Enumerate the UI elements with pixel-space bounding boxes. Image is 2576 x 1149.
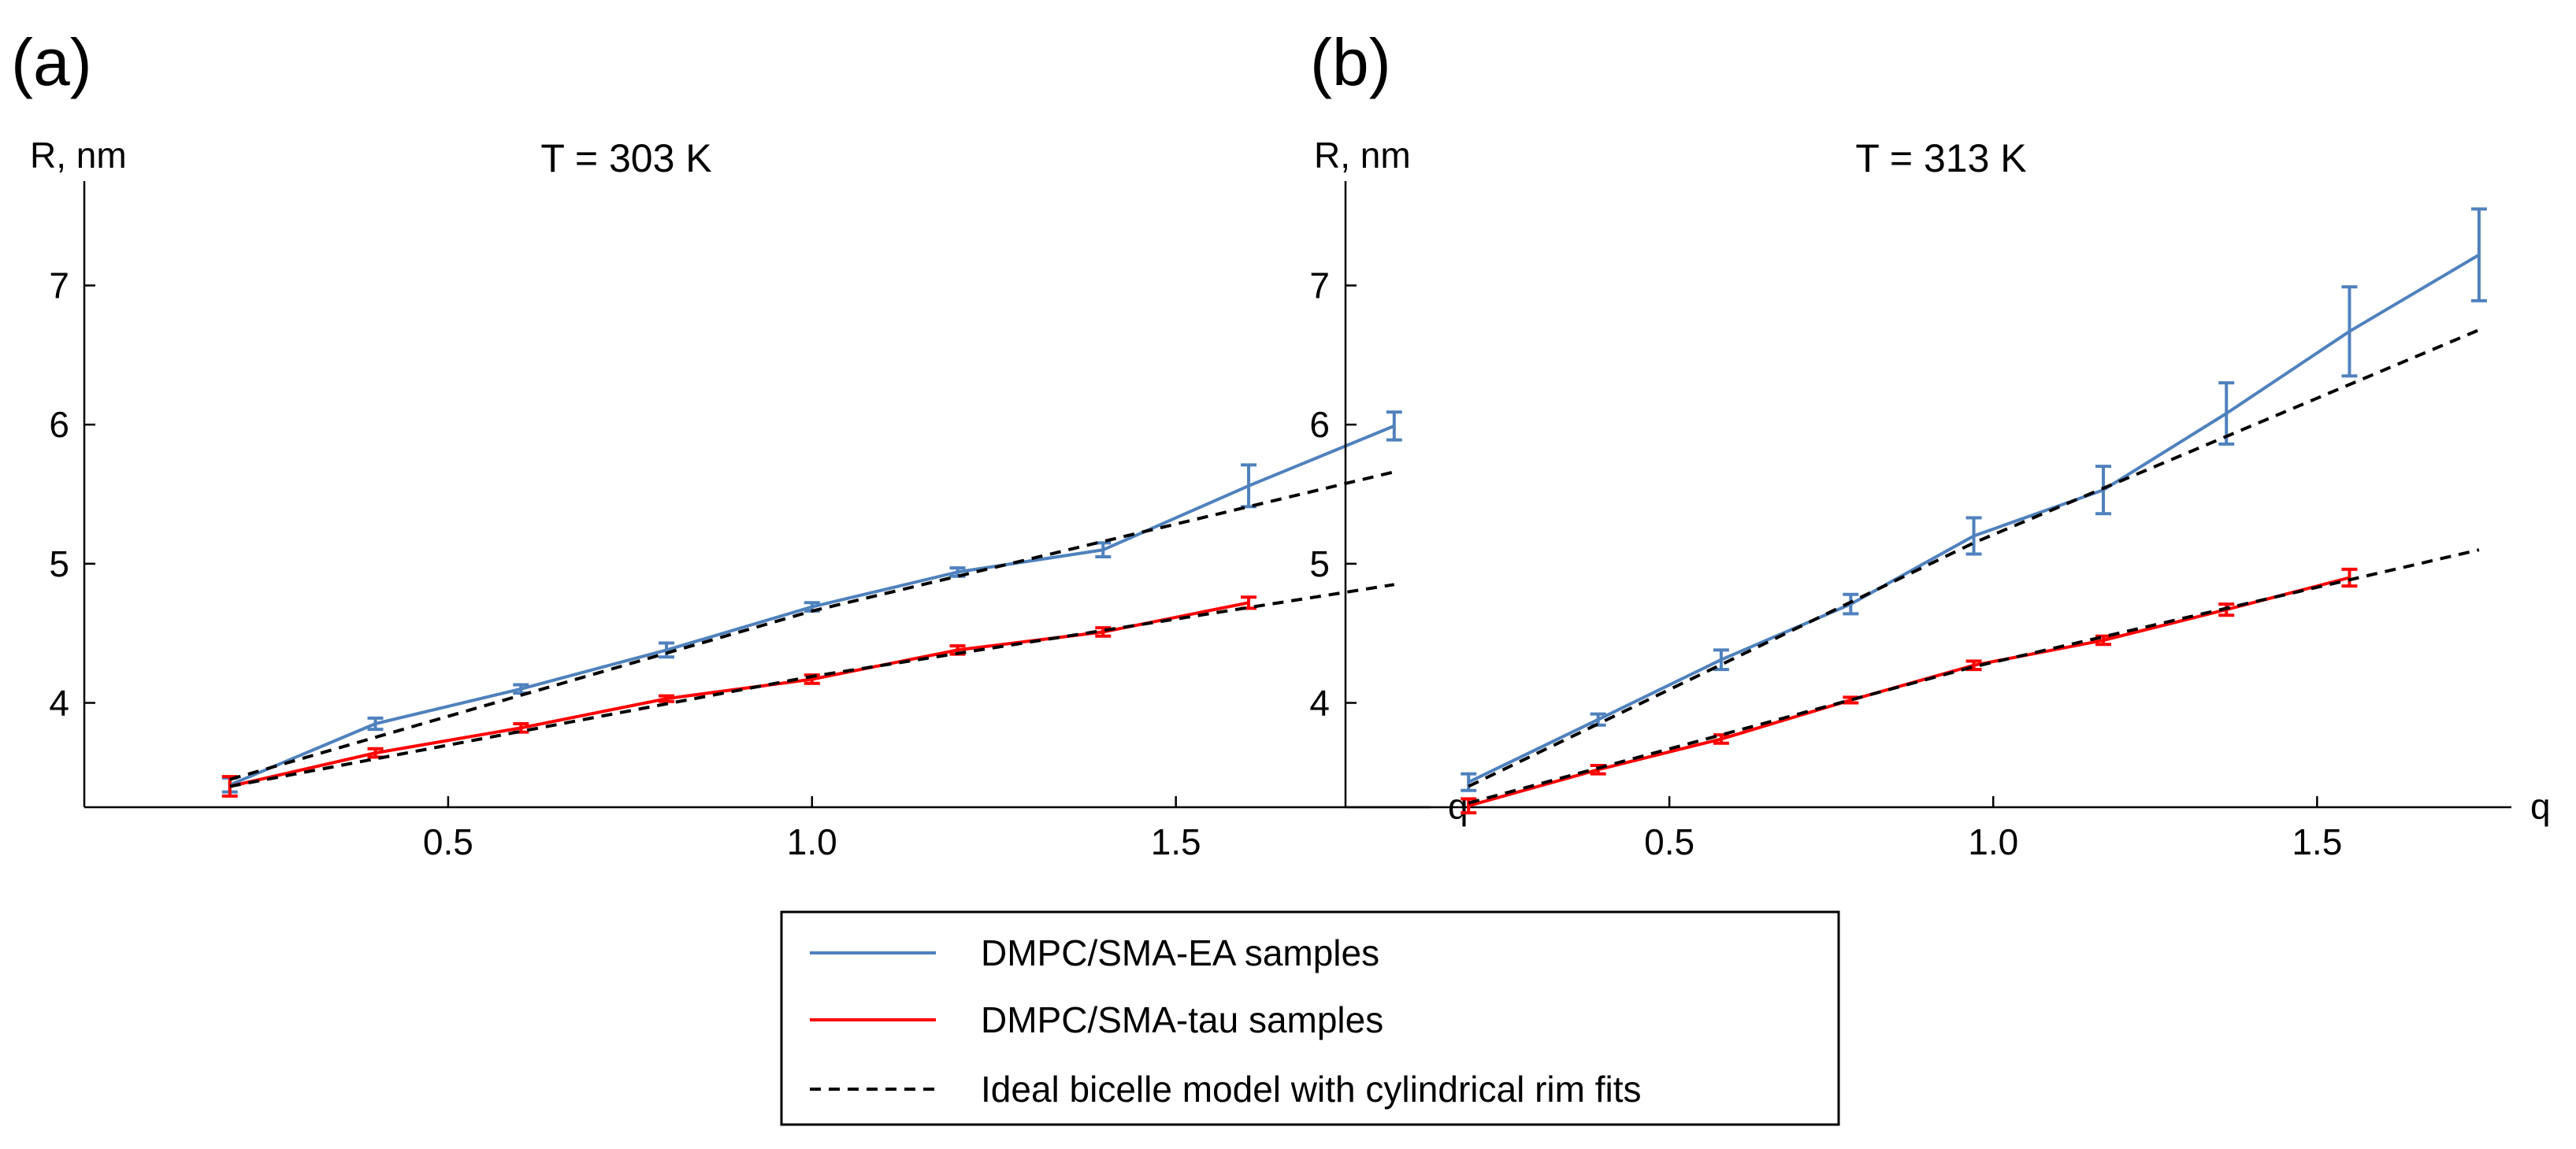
panel-b-y-tick-label: 5 xyxy=(1309,543,1330,584)
legend-label-fit: Ideal bicelle model with cylindrical rim… xyxy=(981,1069,1642,1110)
legend: DMPC/SMA-EA samples DMPC/SMA-tau samples… xyxy=(780,910,1840,1126)
panel-b-ea-error-bar xyxy=(1965,516,1982,556)
panel-a-title: T = 303 K xyxy=(540,136,711,180)
panel-b-ea-error-bar xyxy=(1843,592,1859,616)
panel-b-ea-error-bar xyxy=(2341,285,2358,378)
panel-b-x-axis-title: q xyxy=(2530,786,2551,827)
panel-a-y-axis-label: R, nm xyxy=(30,135,127,176)
legend-box xyxy=(780,910,1840,1126)
panel-b-y-axis-label: R, nm xyxy=(1314,135,1411,176)
panel-a-fit-line xyxy=(229,470,1395,781)
legend-label-tau: DMPC/SMA-tau samples xyxy=(981,999,1383,1040)
panel-a-x-tick-label: 0.5 xyxy=(423,821,473,862)
panel-a-y-tick-label: 6 xyxy=(49,404,69,445)
panel-b-x-tick-label: 1.5 xyxy=(2292,821,2342,862)
panel-a-x-tick-label: 1.5 xyxy=(1151,821,1201,862)
panel-b-ea-error-bar xyxy=(1461,772,1477,792)
panel-a-tau-error-bar xyxy=(659,694,675,703)
panel-a-ea-error-bar xyxy=(1095,541,1112,558)
panel-b-x-tick-label: 1.0 xyxy=(1968,821,2018,862)
panel-a-y-tick-label: 7 xyxy=(49,265,69,306)
panel-b-tau-error-bar xyxy=(2095,634,2111,647)
panel-a-x-tick-label: 1.0 xyxy=(787,821,837,862)
legend-label-ea: DMPC/SMA-EA samples xyxy=(981,932,1379,973)
panel-b-ea-error-bar xyxy=(2470,207,2487,302)
panel-b: (b) T = 313 K R, nm q 0.5 1.0 1.5 4 5 6 7 xyxy=(1309,25,2550,862)
panel-b-ea-error-bar xyxy=(2218,381,2235,446)
panel-b-tau-error-bar xyxy=(2341,567,2358,588)
panel-label-a: (a) xyxy=(11,25,92,99)
panel-b-y-tick-label: 7 xyxy=(1309,265,1330,306)
panel-b-ea-error-bar xyxy=(2095,465,2111,516)
panel-b-y-tick-label: 4 xyxy=(1309,683,1330,724)
panel-a-ea-error-bar xyxy=(367,716,384,732)
panel-a-ea-error-bar xyxy=(1386,410,1402,442)
panel-a-y-tick-label: 5 xyxy=(49,543,69,584)
panel-b-tau-line xyxy=(1468,576,2350,808)
panel-b-tau-error-bar xyxy=(1461,797,1477,815)
panel-b-fit-line xyxy=(1468,328,2480,788)
panel-b-fit-line xyxy=(1468,548,2480,805)
panel-b-y-tick-label: 6 xyxy=(1309,404,1330,445)
panel-label-b: (b) xyxy=(1310,25,1391,99)
panel-b-ea-error-bar xyxy=(1713,648,1729,672)
panel-a-y-tick-label: 4 xyxy=(49,683,69,724)
panel-b-title: T = 313 K xyxy=(1855,136,2026,180)
panel-a-tau-error-bar xyxy=(1095,626,1112,638)
panel-a-ea-error-bar xyxy=(1241,463,1257,509)
panel-b-x-tick-label: 0.5 xyxy=(1644,821,1694,862)
panel-a-fit-line xyxy=(229,583,1395,788)
